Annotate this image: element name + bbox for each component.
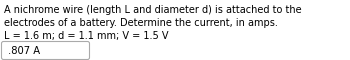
FancyBboxPatch shape bbox=[1, 42, 90, 60]
Text: A nichrome wire (length L and diameter d) is attached to the: A nichrome wire (length L and diameter d… bbox=[4, 5, 302, 15]
Text: L = 1.6 m; d = 1.1 mm; V = 1.5 V: L = 1.6 m; d = 1.1 mm; V = 1.5 V bbox=[4, 31, 168, 41]
Text: .807 A: .807 A bbox=[8, 45, 40, 56]
Text: electrodes of a battery. Determine the current, in amps.: electrodes of a battery. Determine the c… bbox=[4, 18, 278, 28]
